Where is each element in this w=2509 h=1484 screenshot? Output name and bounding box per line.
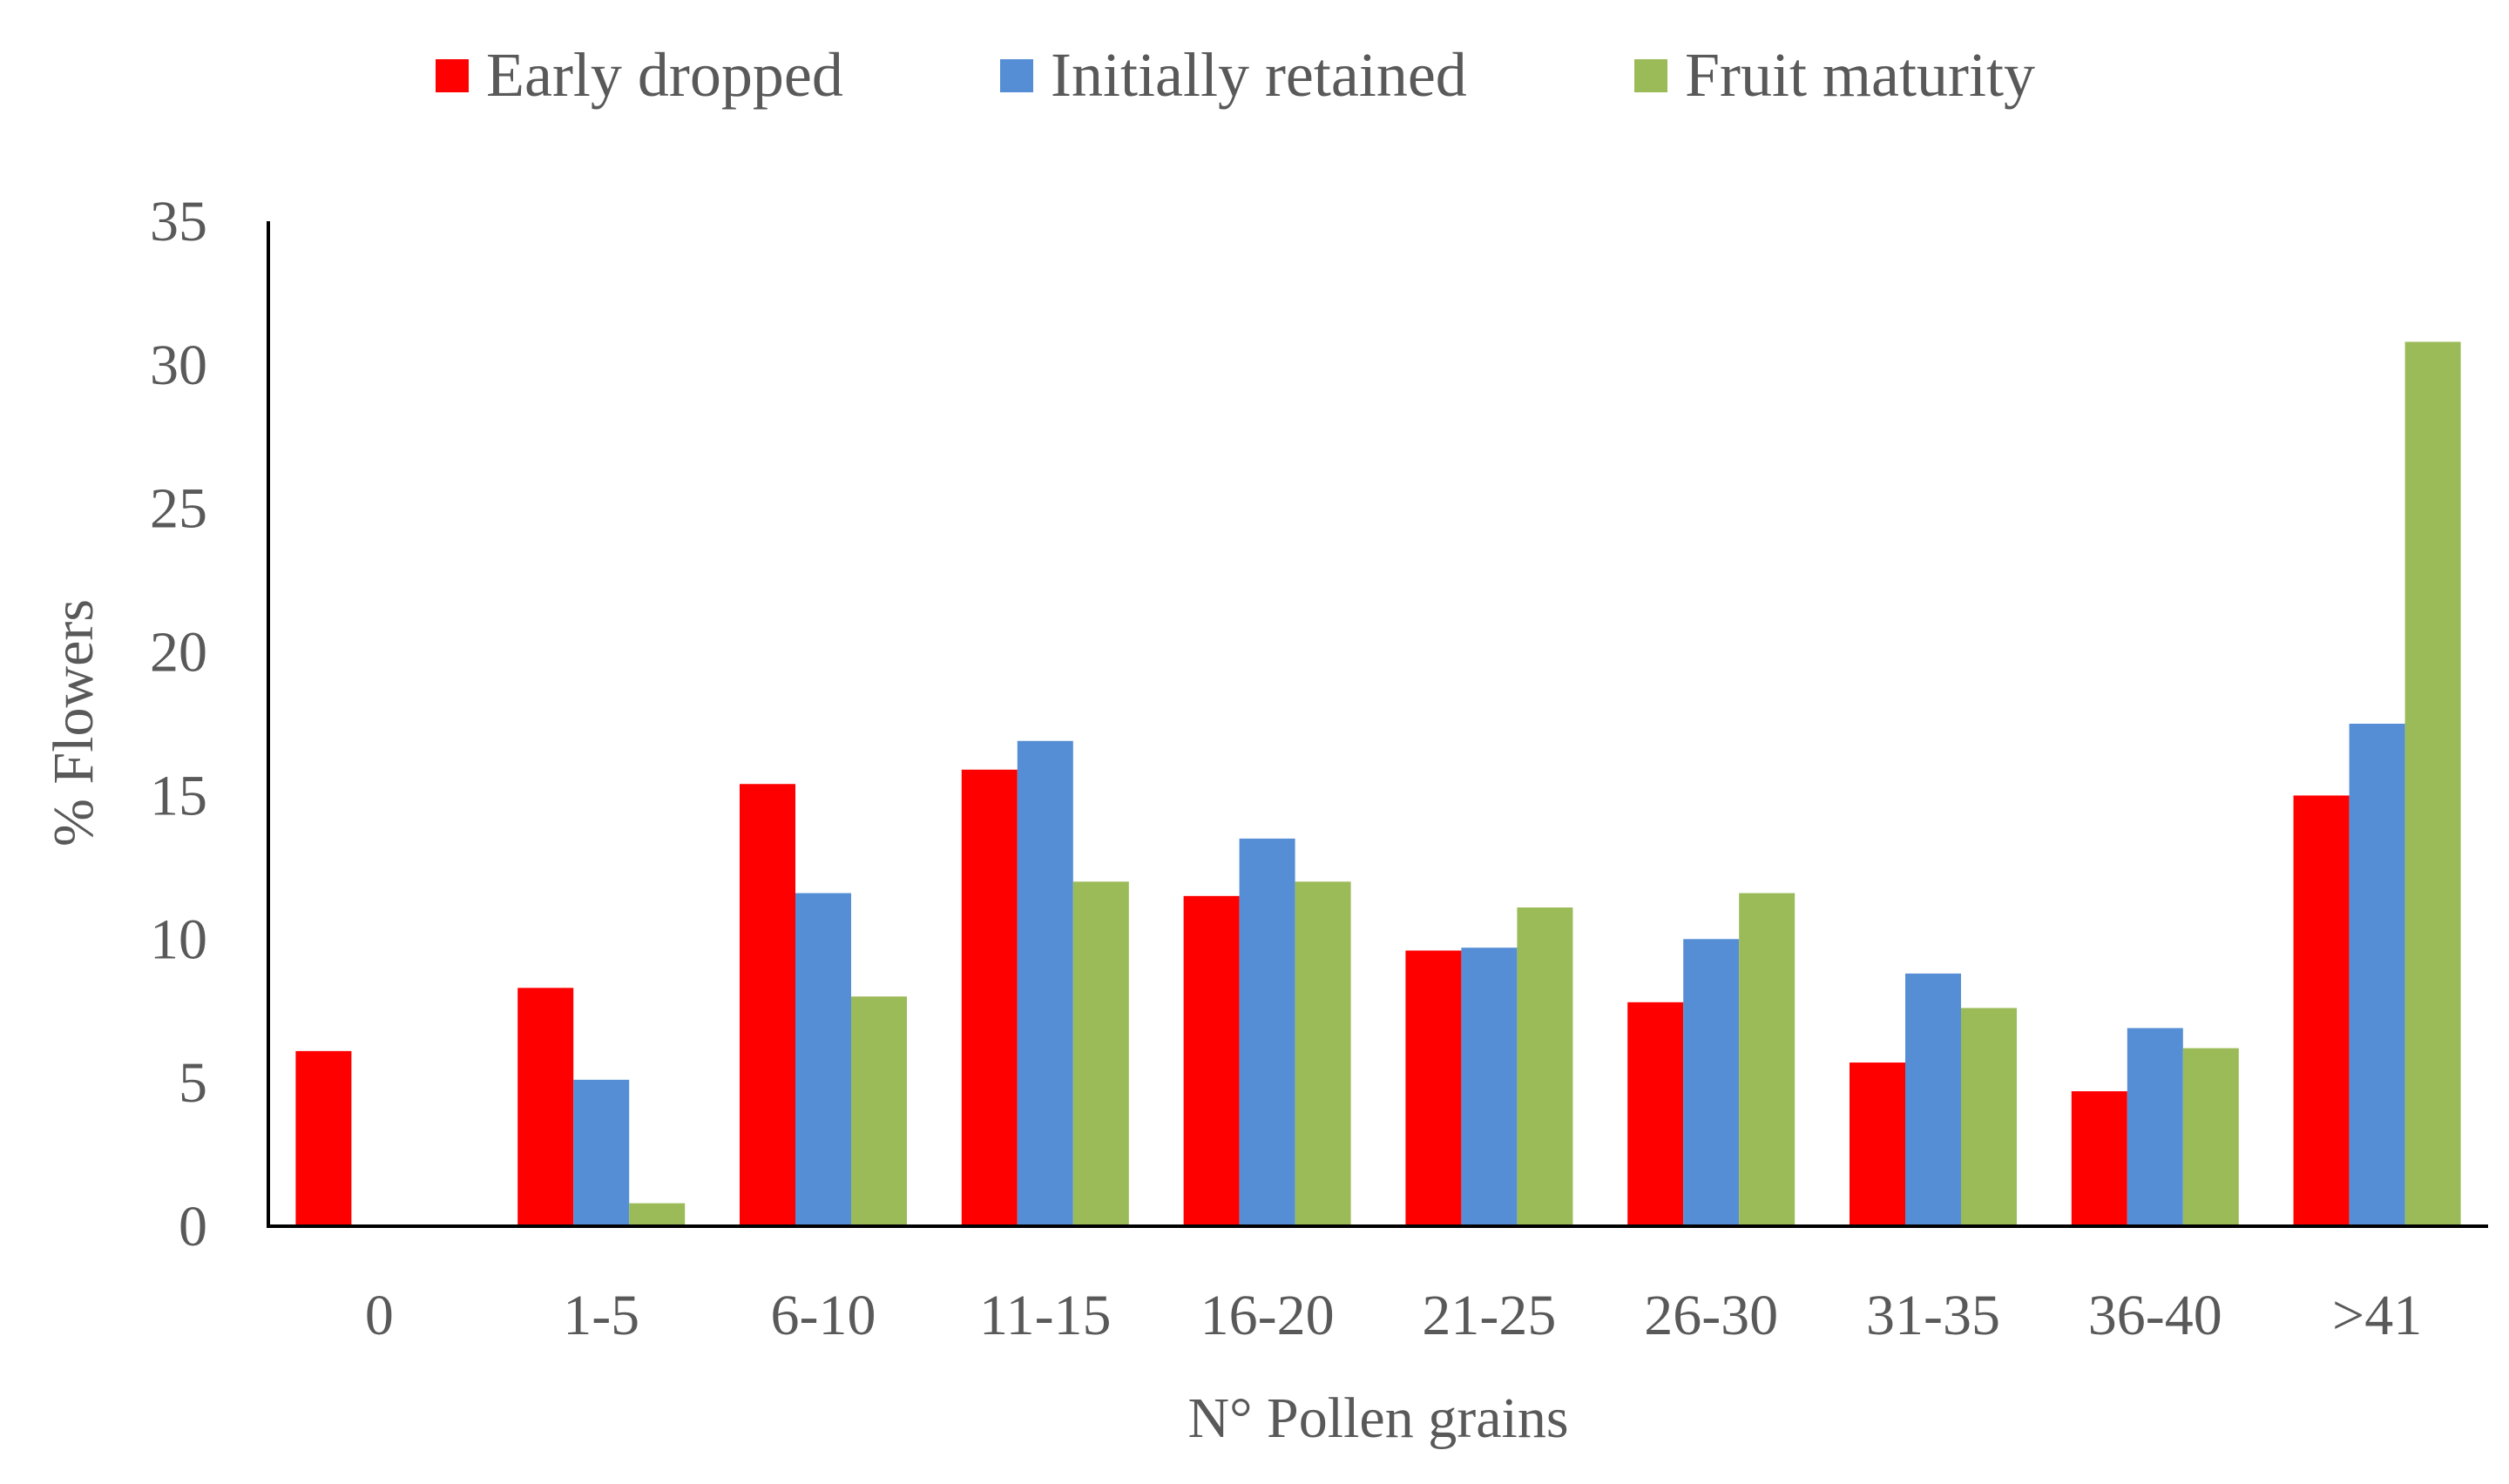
x-tick-label: 21-25 [1422,1284,1556,1347]
bar-initially-retained-16-20 [1239,838,1295,1226]
legend-swatch [436,59,469,92]
bar-fruit-maturity-1-5 [629,1203,686,1226]
y-tick-label: 5 [179,1051,207,1115]
legend-label: Fruit maturity [1685,40,2035,110]
bar-early-dropped-16-20 [1183,895,1240,1226]
y-tick-label: 10 [150,907,207,971]
legend-swatch [1000,59,1033,92]
x-tick-label: 1-5 [563,1284,639,1347]
bar-fruit-maturity-31-35 [1961,1008,2017,1226]
y-axis-ticks: 0 5 10 15 20 25 30 35 [150,190,207,1258]
x-axis-ticks: 0 1-5 6-10 11-15 16-20 21-25 26-30 31-35 36-40 >4… [365,1284,2422,1347]
legend-item-early-dropped: Early dropped [436,40,843,110]
x-axis-label: N° Pollen grains [1187,1386,1568,1450]
legend-label: Initially retained [1051,40,1467,110]
bar-initially-retained-21-25 [1461,948,1518,1226]
bar-early-dropped-0 [295,1050,352,1226]
bar-fruit-maturity-11-15 [1072,881,1129,1226]
x-tick-label: 11-15 [979,1284,1112,1347]
bar-initially-retained-1-5 [573,1079,630,1226]
bar-fruit-maturity-6-10 [851,996,907,1226]
legend-item-initially-retained: Initially retained [1000,40,1467,110]
x-tick-label: >41 [2332,1284,2422,1347]
bar-fruit-maturity-16-20 [1295,881,1351,1226]
bar-initially-retained-26-30 [1683,939,1740,1226]
x-tick-label: 6-10 [771,1284,876,1347]
legend-swatch [1634,59,1667,92]
bar-early-dropped-21-25 [1405,950,1462,1226]
bar-early-dropped-31-35 [1850,1062,1905,1226]
x-tick-label: 0 [365,1284,394,1347]
bar-fruit-maturity-36-40 [2182,1048,2239,1226]
y-tick-label: 0 [179,1195,207,1258]
bar-initially-retained-36-40 [2127,1028,2183,1226]
bars [295,341,2461,1227]
bar-early-dropped-1-5 [517,988,574,1226]
x-tick-label: 31-35 [1866,1284,2000,1347]
x-tick-label: 36-40 [2088,1284,2222,1347]
y-tick-label: 30 [150,334,207,397]
x-tick-label: 16-20 [1200,1284,1335,1347]
legend-item-fruit-maturity: Fruit maturity [1634,40,2035,110]
bar-initially-retained--41 [2349,724,2405,1226]
x-tick-label: 26-30 [1644,1284,1778,1347]
y-tick-label: 25 [150,477,207,541]
bar-early-dropped-26-30 [1627,1002,1684,1226]
y-axis-label: % Flowers [42,599,105,847]
bar-fruit-maturity--41 [2404,341,2461,1227]
bar-initially-retained-11-15 [1017,740,1073,1226]
y-tick-label: 35 [150,190,207,253]
bar-early-dropped-11-15 [961,769,1018,1226]
bar-fruit-maturity-21-25 [1517,907,1573,1226]
bar-initially-retained-6-10 [795,893,851,1226]
bar-early-dropped-6-10 [740,784,795,1226]
bar-fruit-maturity-26-30 [1739,893,1796,1226]
bar-early-dropped--41 [2293,795,2350,1226]
bar-initially-retained-31-35 [1905,973,1961,1226]
y-tick-label: 20 [150,621,207,685]
legend-label: Early dropped [486,40,843,110]
legend: Early dropped Initially retained Fruit mat… [436,40,2035,110]
bar-early-dropped-36-40 [2071,1091,2127,1226]
y-tick-label: 15 [150,764,207,827]
